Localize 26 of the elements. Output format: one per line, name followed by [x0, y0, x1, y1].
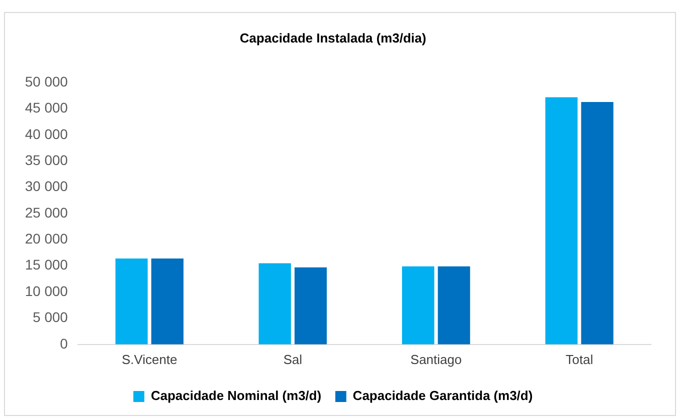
bar — [151, 258, 184, 344]
legend-label: Capacidade Garantida (m3/d) — [352, 388, 533, 404]
x-tick-label: Total — [566, 352, 594, 367]
bar — [258, 263, 291, 344]
x-tick-label: Santiago — [410, 352, 462, 367]
y-tick-label: 15 000 — [24, 256, 68, 273]
y-tick-label: 50 000 — [24, 73, 68, 90]
legend-label: Capacidade Nominal (m3/d) — [150, 388, 322, 404]
y-tick-label: 35 000 — [24, 152, 68, 168]
bar — [438, 266, 470, 344]
x-tick-label: Sal — [283, 352, 302, 367]
bar — [294, 267, 327, 344]
y-tick-label: 25 000 — [24, 204, 68, 220]
y-tick-label: 45 000 — [24, 100, 68, 116]
y-tick-label: 40 000 — [24, 126, 68, 142]
y-tick-label: 0 — [60, 335, 68, 352]
bar — [115, 258, 148, 344]
y-tick-label: 10 000 — [24, 282, 68, 299]
y-tick-label: 20 000 — [24, 230, 68, 247]
bar — [581, 102, 614, 344]
bar — [545, 97, 578, 344]
x-tick-label: S.Vicente — [122, 352, 178, 367]
y-tick-label: 5 000 — [32, 309, 68, 326]
y-tick-label: 30 000 — [24, 178, 68, 194]
bar — [402, 266, 434, 344]
chart-title: Capacidade Instalada (m3/dia) — [240, 30, 426, 46]
